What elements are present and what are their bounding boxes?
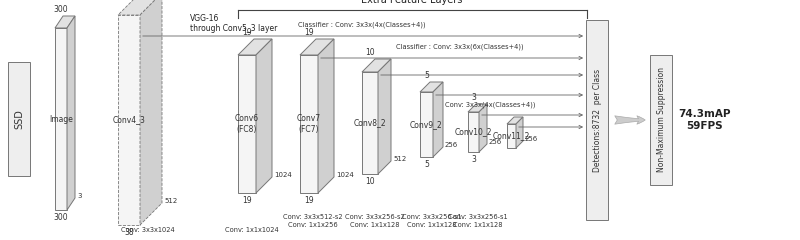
Polygon shape bbox=[586, 20, 608, 220]
Text: Conv: 3x3x256-s1: Conv: 3x3x256-s1 bbox=[402, 214, 462, 220]
Text: Conv: 1x1x256: Conv: 1x1x256 bbox=[288, 222, 338, 228]
Text: 19: 19 bbox=[304, 28, 314, 37]
Polygon shape bbox=[118, 0, 162, 15]
Text: SSD: SSD bbox=[14, 109, 24, 129]
Text: 19: 19 bbox=[304, 196, 314, 205]
Text: Conv: 3x3x(4x(Classes+4)): Conv: 3x3x(4x(Classes+4)) bbox=[445, 102, 535, 108]
Text: Conv: 1x1x128: Conv: 1x1x128 bbox=[350, 222, 400, 228]
Text: Conv7
(FC7): Conv7 (FC7) bbox=[297, 114, 321, 134]
Text: Extra Feature Layers: Extra Feature Layers bbox=[362, 0, 462, 5]
Polygon shape bbox=[516, 117, 523, 148]
Polygon shape bbox=[650, 55, 672, 185]
Text: Non-Maximum Suppression: Non-Maximum Suppression bbox=[657, 67, 666, 173]
Polygon shape bbox=[238, 39, 272, 55]
Text: 300: 300 bbox=[54, 5, 68, 14]
Polygon shape bbox=[300, 55, 318, 193]
Text: Conv10_2: Conv10_2 bbox=[454, 127, 492, 137]
Text: 10: 10 bbox=[365, 177, 375, 186]
Polygon shape bbox=[256, 39, 272, 193]
Text: Conv8_2: Conv8_2 bbox=[354, 119, 386, 127]
Polygon shape bbox=[140, 0, 162, 225]
Polygon shape bbox=[362, 59, 391, 72]
Text: Conv: 1x1x1024: Conv: 1x1x1024 bbox=[225, 227, 279, 233]
Polygon shape bbox=[300, 39, 334, 55]
Text: 3: 3 bbox=[471, 93, 476, 102]
Text: 3: 3 bbox=[471, 155, 476, 164]
Polygon shape bbox=[8, 62, 30, 176]
Text: Conv: 3x3x256-s2: Conv: 3x3x256-s2 bbox=[345, 214, 405, 220]
Polygon shape bbox=[479, 104, 487, 152]
Text: 512: 512 bbox=[393, 156, 406, 162]
Polygon shape bbox=[507, 124, 516, 148]
Text: 19: 19 bbox=[242, 28, 252, 37]
Polygon shape bbox=[55, 16, 75, 28]
Text: 256: 256 bbox=[525, 136, 538, 142]
Polygon shape bbox=[433, 82, 443, 157]
Text: Conv: 3x3x512-s2: Conv: 3x3x512-s2 bbox=[283, 214, 343, 220]
Text: 5: 5 bbox=[424, 71, 429, 80]
Text: VGG-16
through Conv5_3 layer: VGG-16 through Conv5_3 layer bbox=[190, 14, 278, 33]
Polygon shape bbox=[67, 16, 75, 210]
Polygon shape bbox=[55, 28, 67, 210]
Polygon shape bbox=[420, 82, 443, 92]
Polygon shape bbox=[238, 55, 256, 193]
Text: Conv: 3x3x1024: Conv: 3x3x1024 bbox=[121, 227, 175, 233]
Text: Classifier : Conv: 3x3x(4x(Classes+4)): Classifier : Conv: 3x3x(4x(Classes+4)) bbox=[298, 22, 426, 28]
Text: Conv4_3: Conv4_3 bbox=[113, 115, 146, 125]
Text: 10: 10 bbox=[365, 48, 375, 57]
Polygon shape bbox=[420, 92, 433, 157]
Polygon shape bbox=[362, 72, 378, 174]
Polygon shape bbox=[507, 117, 523, 124]
Polygon shape bbox=[318, 39, 334, 193]
Text: 74.3mAP
59FPS: 74.3mAP 59FPS bbox=[678, 109, 730, 131]
Polygon shape bbox=[468, 112, 479, 152]
Text: 3: 3 bbox=[77, 193, 82, 199]
Text: Classifier : Conv: 3x3x(6x(Classes+4)): Classifier : Conv: 3x3x(6x(Classes+4)) bbox=[396, 43, 524, 50]
Text: 1024: 1024 bbox=[336, 172, 354, 178]
Text: 256: 256 bbox=[445, 142, 458, 148]
Text: Conv: 1x1x128: Conv: 1x1x128 bbox=[407, 222, 457, 228]
Text: Conv6
(FC8): Conv6 (FC8) bbox=[235, 114, 259, 134]
Text: Conv9_2: Conv9_2 bbox=[410, 120, 443, 129]
Polygon shape bbox=[468, 104, 487, 112]
Text: 300: 300 bbox=[54, 213, 68, 222]
Text: Conv11_2: Conv11_2 bbox=[493, 132, 530, 140]
Text: 38: 38 bbox=[124, 228, 134, 237]
Text: 512: 512 bbox=[164, 198, 178, 204]
Text: 19: 19 bbox=[242, 196, 252, 205]
Text: Conv: 1x1x128: Conv: 1x1x128 bbox=[454, 222, 502, 228]
Text: Image: Image bbox=[49, 114, 73, 124]
Text: 256: 256 bbox=[489, 139, 502, 145]
Text: 5: 5 bbox=[424, 160, 429, 169]
Text: Detections:8732  per Class: Detections:8732 per Class bbox=[593, 68, 602, 172]
Text: 1024: 1024 bbox=[274, 172, 292, 178]
Polygon shape bbox=[378, 59, 391, 174]
Polygon shape bbox=[118, 15, 140, 225]
Text: Conv: 3x3x256-s1: Conv: 3x3x256-s1 bbox=[448, 214, 508, 220]
